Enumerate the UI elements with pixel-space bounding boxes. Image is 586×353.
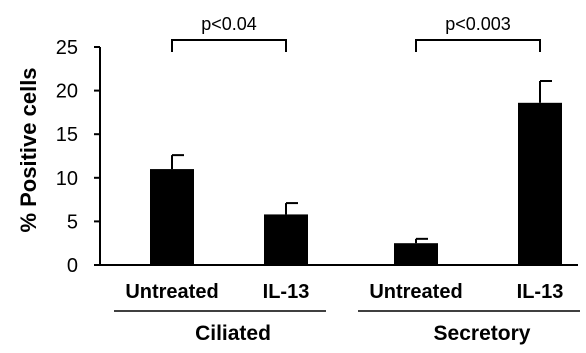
category-label: Untreated (125, 281, 218, 303)
significance-bracket (416, 40, 540, 52)
y-ticks: 0 5 10 15 20 25 (56, 37, 100, 277)
category-labels: Untreated IL-13 Untreated IL-13 (125, 281, 563, 303)
category-label: Untreated (369, 281, 462, 303)
p-value-label: p<0.04 (201, 14, 257, 34)
p-value-label: p<0.003 (445, 14, 511, 34)
significance-brackets: p<0.04 p<0.003 (172, 14, 540, 52)
bars (150, 81, 562, 265)
significance-bracket (172, 40, 286, 52)
group-label: Secretory (434, 322, 531, 345)
y-tick-label: 10 (56, 168, 78, 190)
y-axis-label: % Positive cells (16, 67, 41, 232)
group-labels: Ciliated Secretory (114, 311, 580, 345)
group-label: Ciliated (195, 322, 271, 345)
bar (264, 214, 308, 265)
bar (150, 169, 194, 265)
y-tick-label: 0 (67, 255, 78, 277)
bar (518, 103, 562, 265)
category-label: IL-13 (263, 281, 310, 303)
y-tick-label: 20 (56, 81, 78, 103)
y-tick-label: 15 (56, 124, 78, 146)
bar (394, 243, 438, 265)
y-tick-label: 25 (56, 37, 78, 59)
category-label: IL-13 (517, 281, 564, 303)
y-tick-label: 5 (67, 211, 78, 233)
